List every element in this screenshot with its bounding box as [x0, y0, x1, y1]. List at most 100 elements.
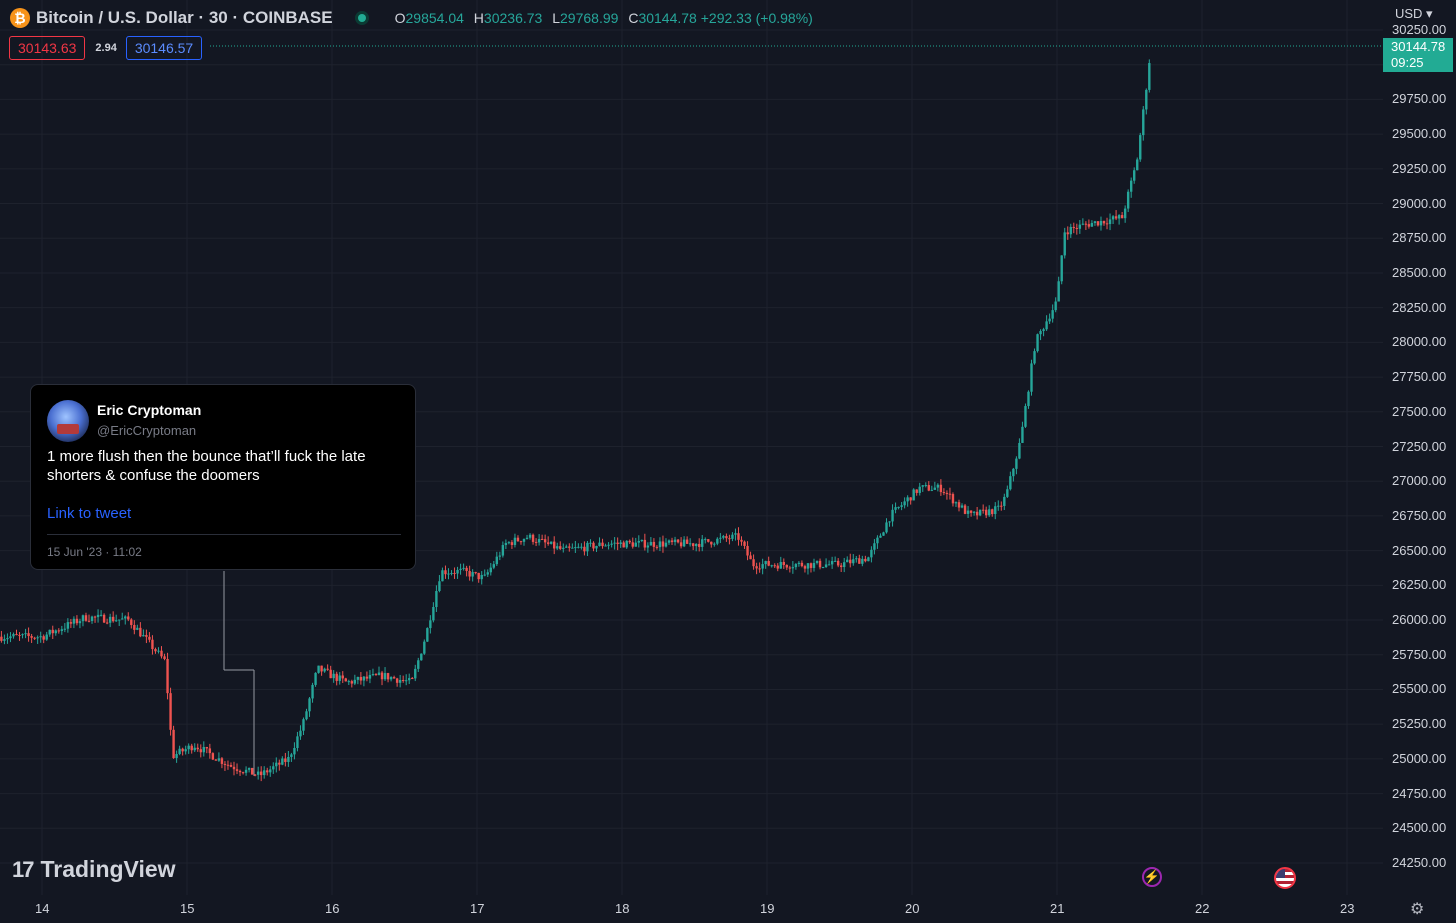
candle-body [90, 616, 94, 622]
candle-body [169, 693, 172, 730]
candle-body [722, 536, 725, 538]
candle-body [148, 636, 151, 640]
candle-body [788, 567, 792, 569]
candle-body [72, 618, 76, 624]
candle-body [483, 574, 486, 576]
candle-body [915, 489, 918, 493]
tradingview-logo[interactable]: 17 TradingView [12, 856, 176, 883]
candle-body [966, 510, 970, 514]
tweet-handle: @EricCryptoman [97, 423, 197, 438]
candle-body [994, 506, 997, 515]
price-axis-label: 24250.00 [1392, 855, 1447, 870]
candle-body [145, 634, 148, 637]
candle-body [749, 555, 752, 560]
candle-body [640, 539, 644, 541]
tweet-link[interactable]: Link to tweet [47, 505, 132, 522]
candle-body [139, 627, 142, 637]
candle-body [939, 484, 943, 493]
candle-body [519, 541, 523, 543]
settings-icon[interactable]: ⚙ [1410, 901, 1425, 918]
candle-body [368, 674, 372, 679]
candle-body [1009, 476, 1012, 490]
candle-body [936, 484, 940, 488]
candle-body [565, 546, 568, 548]
candle-body [667, 540, 671, 543]
candle-body [981, 509, 985, 511]
candle-body [308, 698, 311, 712]
candle-body [447, 573, 450, 575]
candle-body [797, 562, 801, 565]
candle-body [468, 570, 471, 577]
candle-body [631, 542, 634, 547]
buy-button[interactable]: 30146.57 [125, 36, 203, 60]
candle-body [299, 730, 302, 737]
candle-body [465, 567, 468, 571]
candle-body [682, 539, 686, 547]
candle-body [290, 754, 293, 757]
candle-body [157, 650, 160, 652]
candle-body [33, 637, 36, 639]
candle-body [540, 538, 544, 540]
candle-body [12, 634, 15, 637]
candle-body [900, 505, 903, 507]
candle-body [562, 547, 565, 549]
candle-body [528, 534, 532, 538]
flash-icon[interactable]: ⚡ [1142, 867, 1162, 887]
candle-body [951, 494, 955, 504]
candle-body [1027, 391, 1030, 407]
candle-body [353, 679, 357, 684]
low-value: 29768.99 [560, 10, 619, 26]
candle-body [329, 669, 332, 679]
candle-body [9, 636, 12, 639]
candle-body [827, 564, 831, 566]
market-status-icon[interactable] [354, 11, 369, 25]
candle-body [833, 560, 837, 562]
candle-body [1084, 223, 1088, 225]
price-axis-label: 29000.00 [1392, 195, 1447, 211]
currency-selector[interactable]: USD ▾ [1395, 6, 1433, 21]
candle-body [1060, 255, 1063, 282]
candle-body [423, 641, 426, 654]
candle-body [266, 770, 269, 773]
us-flag-icon[interactable] [1274, 867, 1296, 889]
tweet-card[interactable]: Eric Cryptoman @EricCryptoman 1 more flu… [30, 384, 416, 570]
current-price-value: 30144.78 [1391, 39, 1446, 54]
time-axis-label: 15 [180, 901, 195, 916]
candle-body [553, 541, 556, 549]
candle-body [160, 650, 163, 657]
candle-body [453, 572, 456, 574]
candle-body [942, 492, 946, 494]
candle-body [1090, 223, 1094, 227]
candle-body [1015, 458, 1018, 469]
candle-body [852, 559, 855, 564]
candle-body [728, 538, 731, 540]
candle-body [531, 534, 535, 542]
candle-body [975, 511, 979, 516]
price-axis-label: 25500.00 [1392, 681, 1447, 697]
time-axis-label: 14 [35, 901, 50, 916]
candle-body [661, 541, 665, 547]
candle-body [63, 628, 67, 630]
candle-body [498, 555, 502, 557]
symbol-title[interactable]: Bitcoin / U.S. Dollar · 30 · COINBASE [36, 8, 333, 27]
candle-body [921, 485, 924, 487]
candle-body [232, 766, 236, 770]
candle-body [879, 535, 882, 538]
candle-body [779, 561, 782, 569]
sell-button[interactable]: 30143.63 [9, 36, 86, 60]
candle-body [1030, 363, 1033, 392]
candle-body [637, 540, 640, 543]
candle-body [1126, 191, 1130, 209]
candle-body [664, 542, 668, 547]
candle-body [432, 607, 435, 621]
candle-body [51, 629, 54, 634]
avatar [47, 400, 89, 442]
candle-body [332, 673, 335, 679]
candle-body [57, 630, 60, 632]
candle-body [426, 628, 429, 642]
price-axis-label: 24500.00 [1392, 820, 1447, 836]
candle-body [15, 634, 18, 636]
candle-body [770, 565, 773, 567]
candle-body [513, 537, 517, 545]
low-label: L [552, 10, 561, 26]
